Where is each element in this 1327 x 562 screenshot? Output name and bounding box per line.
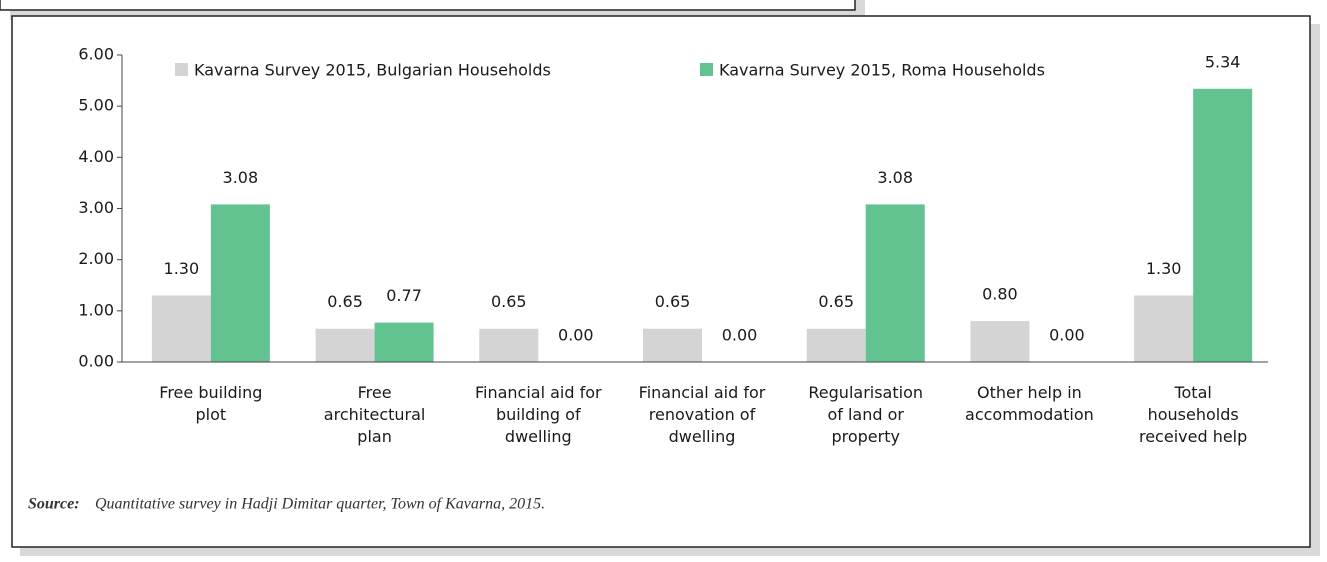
x-tick-label: Financial aid for building of dwelling bbox=[475, 383, 602, 446]
x-tick-label: Other help in accommodation bbox=[965, 383, 1094, 424]
value-label: 0.77 bbox=[386, 286, 422, 305]
bar bbox=[1134, 295, 1194, 362]
bar bbox=[865, 204, 925, 362]
bar bbox=[210, 204, 270, 362]
value-label: 3.08 bbox=[877, 168, 913, 187]
y-tick-label: 6.00 bbox=[78, 45, 114, 64]
y-tick-label: 1.00 bbox=[78, 300, 114, 319]
bar bbox=[643, 328, 702, 362]
value-label: 5.34 bbox=[1205, 52, 1241, 71]
x-tick-label: Total households received help bbox=[1139, 383, 1247, 446]
top-box bbox=[0, 0, 856, 11]
y-tick-label: 4.00 bbox=[78, 147, 114, 166]
value-label: 0.00 bbox=[1049, 326, 1085, 345]
value-label: 0.65 bbox=[327, 292, 363, 311]
y-tick-label: 5.00 bbox=[78, 96, 114, 115]
bar bbox=[315, 328, 375, 362]
y-tick-label: 2.00 bbox=[78, 249, 114, 268]
value-label: 0.00 bbox=[722, 326, 758, 345]
value-label: 0.65 bbox=[818, 292, 854, 311]
x-tick-label: Regularisation of land or property bbox=[808, 383, 923, 446]
y-tick-label: 0.00 bbox=[78, 352, 114, 371]
value-label: 0.65 bbox=[655, 292, 691, 311]
bar bbox=[806, 328, 866, 362]
legend-swatch bbox=[175, 63, 188, 76]
value-label: 1.30 bbox=[1146, 259, 1182, 278]
value-label: 1.30 bbox=[164, 259, 200, 278]
source-label: Source: bbox=[28, 496, 80, 513]
value-label: 0.80 bbox=[982, 285, 1018, 304]
source: Quantitative survey in Hadji Dimitar qua… bbox=[95, 496, 545, 513]
x-tick-label: Free building plot bbox=[159, 383, 262, 424]
bar bbox=[151, 295, 211, 362]
bar bbox=[374, 322, 434, 362]
value-label: 3.08 bbox=[223, 168, 259, 187]
bar bbox=[479, 328, 539, 362]
y-tick-label: 3.00 bbox=[78, 198, 114, 217]
x-tick-label: Free architectural plan bbox=[324, 383, 426, 446]
bar bbox=[1193, 88, 1253, 363]
legend-label: Kavarna Survey 2015, Bulgarian Household… bbox=[194, 61, 551, 80]
frame bbox=[11, 15, 1311, 548]
bar bbox=[970, 321, 1030, 362]
value-label: 0.00 bbox=[558, 326, 594, 345]
x-tick-label: Financial aid for renovation of dwelling bbox=[639, 383, 766, 446]
value-label: 0.65 bbox=[491, 292, 527, 311]
legend-swatch bbox=[700, 63, 713, 76]
legend-label: Kavarna Survey 2015, Roma Households bbox=[719, 61, 1045, 80]
